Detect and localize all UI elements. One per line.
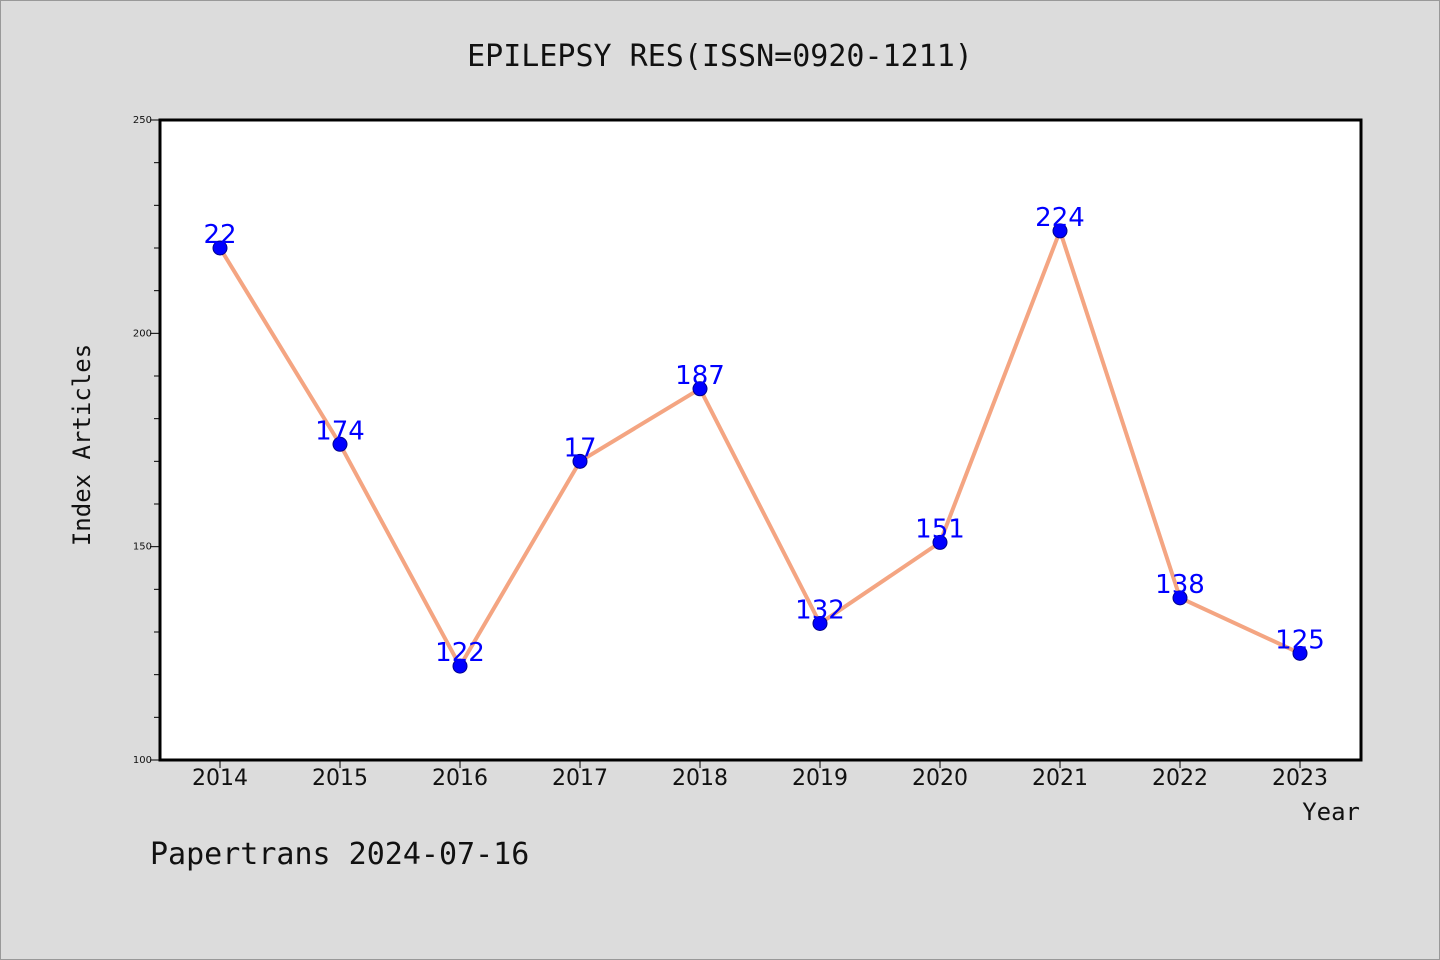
data-point <box>1292 645 1308 661</box>
data-point <box>932 534 948 550</box>
x-tick-label: 2016 <box>432 766 488 791</box>
footer-credit: Papertrans 2024-07-16 <box>150 837 529 872</box>
data-label: 224 <box>1035 203 1085 233</box>
series-line <box>218 228 1301 669</box>
x-tick-label: 2019 <box>792 766 848 791</box>
data-label: 138 <box>1155 570 1205 600</box>
x-axis-label: Year <box>1302 798 1360 826</box>
x-tick-label: 2018 <box>672 766 728 791</box>
x-tick-label: 2020 <box>912 766 968 791</box>
x-tick-label: 2023 <box>1272 766 1328 791</box>
data-point <box>212 240 228 256</box>
plot-area <box>158 118 1363 762</box>
data-label: 122 <box>435 638 485 668</box>
y-tick-label: 250 <box>133 115 152 126</box>
y-axis-label: Index Articles <box>68 344 96 546</box>
data-labels: 22 174 122 17 187 132 151 224 138 125 <box>203 203 1324 668</box>
y-tick-label: 200 <box>133 328 152 339</box>
y-tick-label: 150 <box>133 542 152 553</box>
data-label: 22 <box>203 220 236 250</box>
x-tick-label: 2021 <box>1032 766 1088 791</box>
data-label: 132 <box>795 595 845 625</box>
data-label: 125 <box>1275 625 1325 655</box>
series-line-group <box>212 223 1308 674</box>
data-label: 187 <box>675 361 725 391</box>
x-axis: 2014 2015 2016 2017 2018 2019 2020 2021 2022 2023 <box>192 760 1328 791</box>
y-tick-label: 100 <box>133 755 152 766</box>
x-tick-label: 2022 <box>1152 766 1208 791</box>
data-point <box>1052 223 1068 239</box>
data-point <box>1172 590 1188 606</box>
data-point <box>812 615 828 631</box>
data-label: 151 <box>915 514 965 544</box>
data-point <box>572 453 588 469</box>
x-tick-label: 2015 <box>312 766 368 791</box>
data-label: 17 <box>563 433 596 463</box>
chart-title: EPILEPSY RES(ISSN=0920-1211) <box>467 39 973 74</box>
x-tick-label: 2014 <box>192 766 248 791</box>
data-point <box>452 658 468 674</box>
y-axis: 100 150 200 250 <box>133 115 160 766</box>
data-label: 174 <box>315 416 365 446</box>
data-point <box>332 436 348 452</box>
x-tick-label: 2017 <box>552 766 608 791</box>
data-point <box>692 381 708 397</box>
